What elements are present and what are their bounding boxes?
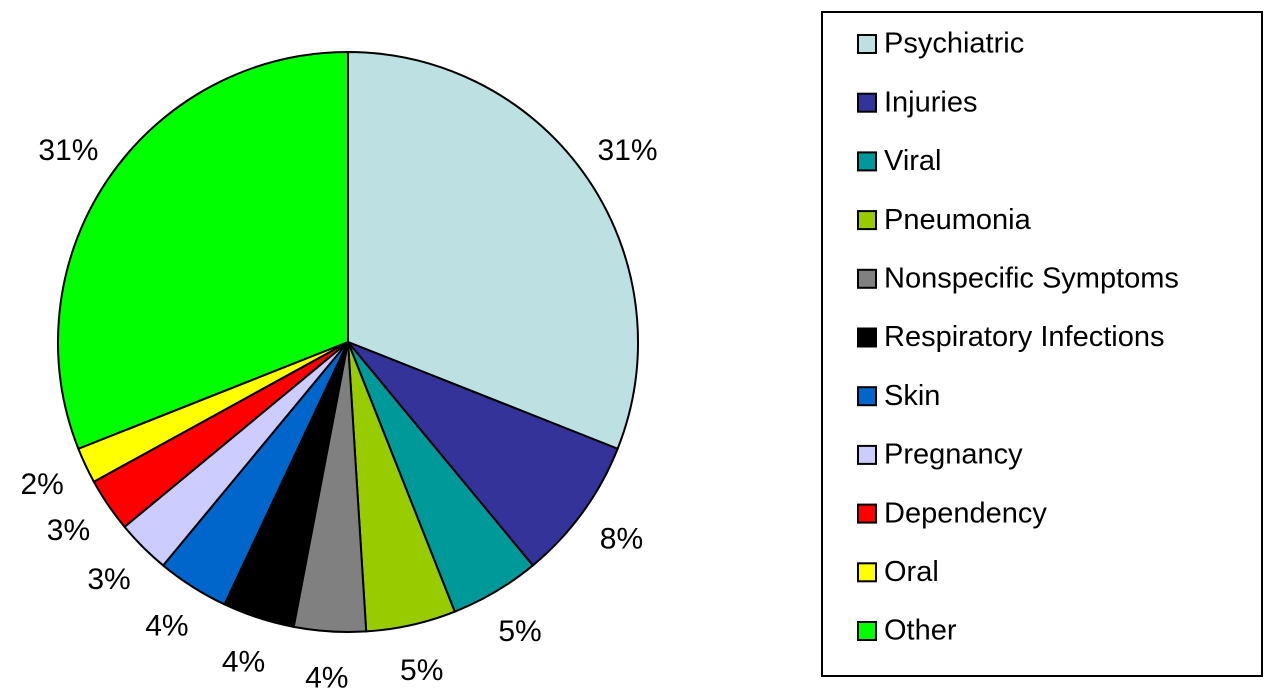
legend-label: Nonspecific Symptoms <box>884 262 1179 294</box>
legend-swatch <box>857 210 877 231</box>
legend-swatch <box>857 268 877 289</box>
legend-swatch <box>857 327 877 348</box>
data-label: 31% <box>598 134 658 167</box>
data-label: 4% <box>305 661 348 688</box>
legend-label: Respiratory Infections <box>884 321 1164 353</box>
data-label: 31% <box>38 134 98 167</box>
legend-label: Skin <box>884 380 940 412</box>
legend-label: Pneumonia <box>884 204 1032 236</box>
data-label: 4% <box>145 609 188 642</box>
legend-swatch <box>857 92 877 113</box>
legend-label: Oral <box>884 556 939 588</box>
pie-slice <box>57 50 349 451</box>
data-label: 3% <box>47 514 90 547</box>
data-label: 5% <box>400 654 443 687</box>
legend-swatch <box>857 386 877 407</box>
legend-label: Psychiatric <box>884 28 1024 60</box>
legend-label: Pregnancy <box>884 439 1023 471</box>
legend-box <box>821 11 1263 677</box>
legend-label: Dependency <box>884 497 1047 529</box>
legend-label: Viral <box>884 145 942 177</box>
legend-swatch <box>857 562 877 583</box>
legend-label: Injuries <box>884 86 978 118</box>
pie-slice <box>347 50 639 451</box>
legend-swatch <box>857 621 877 641</box>
data-label: 5% <box>498 615 541 648</box>
legend-swatch <box>857 151 877 172</box>
pie-slice <box>347 341 619 567</box>
data-label: 4% <box>222 645 265 678</box>
data-label: 8% <box>600 523 643 556</box>
legend-label: Other <box>884 615 957 647</box>
legend-swatch <box>857 34 877 54</box>
legend-swatch <box>857 444 877 465</box>
data-label: 3% <box>87 563 130 596</box>
data-label: 2% <box>20 468 63 501</box>
legend-swatch <box>857 503 877 524</box>
